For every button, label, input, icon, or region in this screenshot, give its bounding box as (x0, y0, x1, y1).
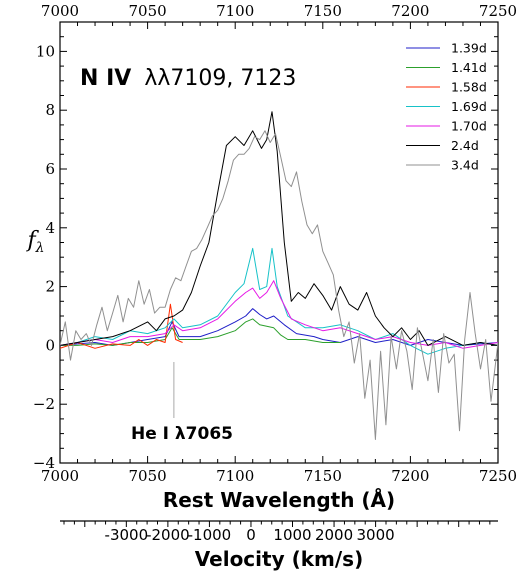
y-axis-title: fλ (25, 228, 44, 256)
plot-frame (59, 21, 499, 464)
series-line-3.4d (60, 130, 498, 440)
n-iv-annotation: N IV λλ7109, 7123 (80, 66, 296, 91)
y-tick-label: −4 (33, 454, 55, 472)
legend-label: 1.69d (451, 99, 487, 114)
x-tick-label-top: 7250 (479, 2, 517, 20)
x-axis-top: 7000 7050 7100 7150 7200 7250 (41, 2, 517, 29)
legend: 1.39d 1.41d 1.58d 1.69d 1.70d 2.4d 3.4d (406, 41, 487, 173)
y-axis-title-sub: λ (35, 240, 45, 256)
x-tick-label-top: 7150 (304, 2, 342, 20)
ion-label: N IV (80, 66, 131, 91)
legend-label: 1.58d (451, 80, 487, 95)
legend-label: 1.70d (451, 119, 487, 134)
x-axis-title: Rest Wavelength (Å) (163, 488, 395, 512)
y-tick-label: 8 (45, 101, 55, 119)
series-line-1.70d (60, 280, 498, 349)
velocity-tick-label: -2000 (146, 526, 190, 544)
velocity-tick-label: -3000 (105, 526, 149, 544)
lines-label: λλ7109, 7123 (144, 66, 296, 91)
velocity-tick-label: 3000 (357, 526, 395, 544)
series-group (60, 111, 498, 440)
x-tick-label-top: 7000 (41, 2, 79, 20)
legend-label: 1.39d (451, 41, 487, 56)
series-line-2.4d (60, 111, 498, 346)
x-tick-label-bottom: 7050 (129, 467, 167, 485)
x-axis-bottom: 7000 7050 7100 7150 7200 7250 (41, 456, 517, 485)
x-tick-label-bottom: 7200 (391, 467, 429, 485)
legend-label: 1.41d (451, 60, 487, 75)
velocity-tick-label: -1000 (188, 526, 232, 544)
x-tick-label-top: 7050 (129, 2, 167, 20)
velocity-axis: -3000-2000-1000 0 1000 2000 3000 (63, 521, 491, 544)
y-tick-label: 4 (45, 219, 55, 237)
legend-label: 2.4d (451, 138, 479, 153)
series-line-1.41d (60, 318, 341, 346)
series-line-1.58d (60, 303, 183, 349)
y-tick-label: −2 (33, 395, 55, 413)
velocity-tick-label: 2000 (315, 526, 353, 544)
velocity-tick-label: 0 (246, 526, 256, 544)
y-tick-label: 0 (45, 336, 55, 354)
x-tick-label-bottom: 7000 (41, 467, 79, 485)
velocity-tick-label: 1000 (273, 526, 311, 544)
x-tick-label-top: 7200 (391, 2, 429, 20)
x-tick-label-bottom: 7100 (216, 467, 254, 485)
y-axis: −4 −2 0 2 4 6 8 10 (33, 21, 498, 472)
y-tick-label: 2 (45, 278, 55, 296)
velocity-axis-title: Velocity (km/s) (195, 547, 363, 571)
x-tick-label-bottom: 7150 (304, 467, 342, 485)
y-tick-label: 10 (36, 42, 55, 60)
he-i-annotation: He I λ7065 (131, 424, 233, 444)
y-tick-label: 6 (45, 160, 55, 178)
x-tick-label-top: 7100 (216, 2, 254, 20)
series-line-1.69d (60, 247, 498, 355)
x-tick-label-bottom: 7250 (479, 467, 517, 485)
legend-label: 3.4d (451, 158, 479, 173)
